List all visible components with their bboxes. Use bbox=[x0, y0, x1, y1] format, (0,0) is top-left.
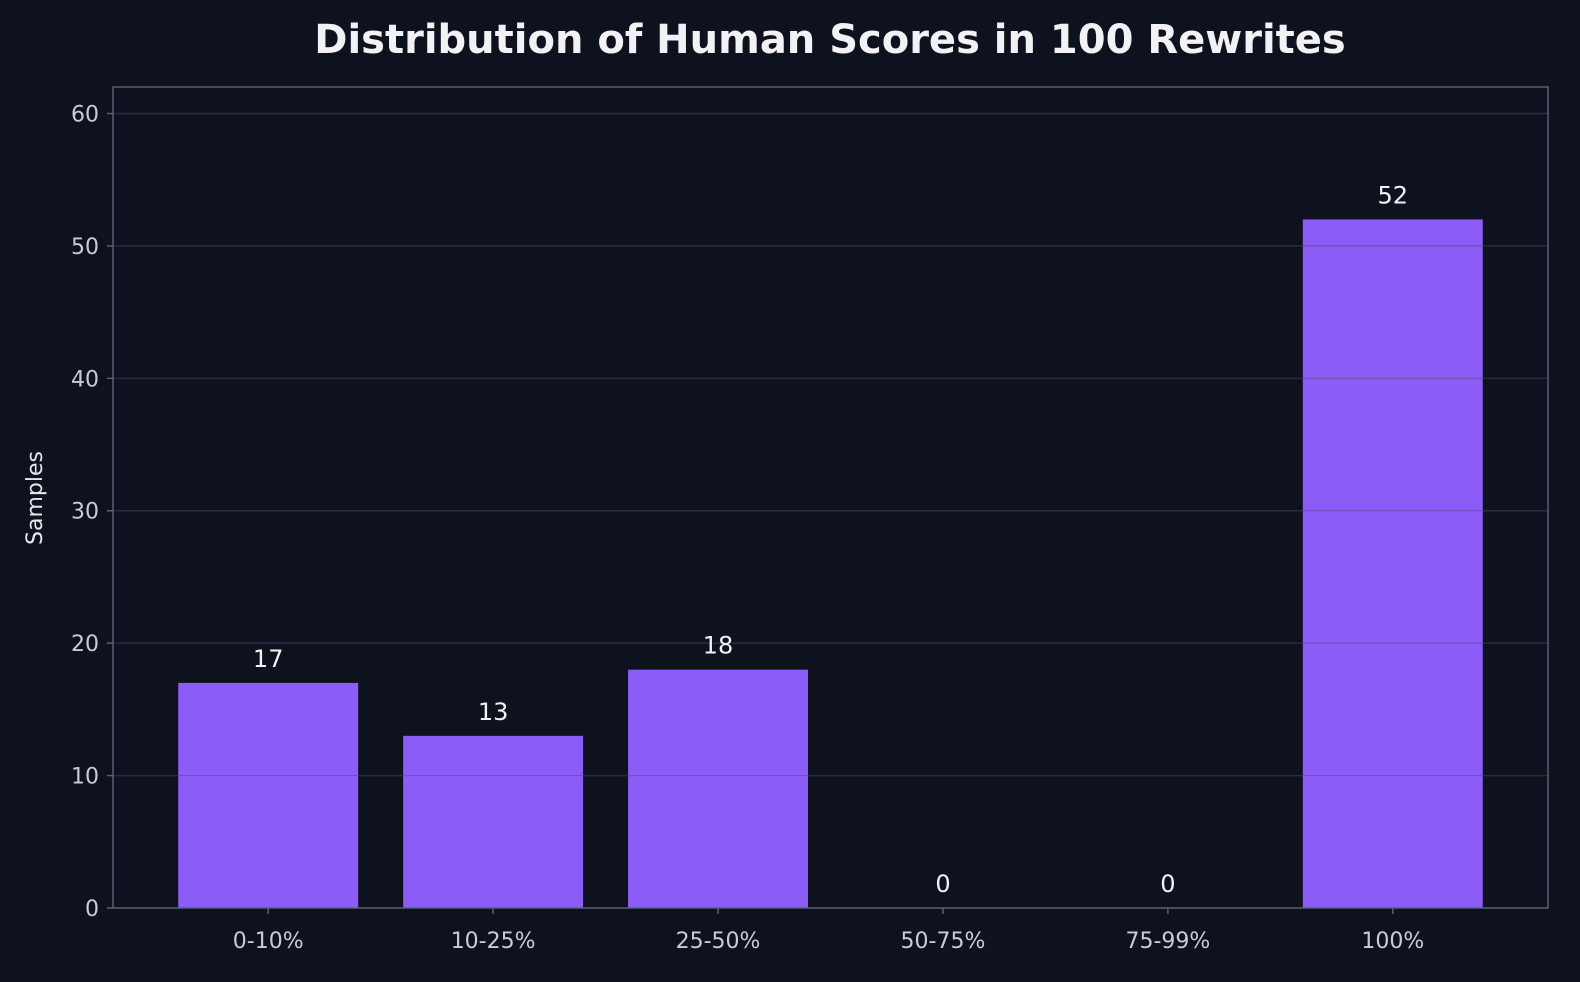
y-tick-label: 60 bbox=[71, 102, 99, 127]
data-label: 52 bbox=[1378, 181, 1409, 209]
bar-0-10% bbox=[178, 682, 359, 908]
data-label: 17 bbox=[253, 645, 284, 673]
data-label: 0 bbox=[935, 870, 950, 898]
x-tick-label: 10-25% bbox=[451, 929, 536, 954]
x-tick-label: 0-10% bbox=[233, 929, 304, 954]
chart-title: Distribution of Human Scores in 100 Rewr… bbox=[314, 17, 1345, 63]
x-tick-label: 25-50% bbox=[676, 929, 761, 954]
y-tick-label: 40 bbox=[71, 367, 99, 392]
bar-100% bbox=[1302, 219, 1483, 908]
x-tick-label: 100% bbox=[1361, 929, 1424, 954]
x-tick-label: 50-75% bbox=[901, 929, 986, 954]
bar-10-25% bbox=[403, 735, 584, 908]
y-axis-label: Samples bbox=[23, 451, 48, 545]
y-tick-label: 30 bbox=[71, 500, 99, 525]
y-tick-label: 20 bbox=[71, 632, 99, 657]
bar-25-50% bbox=[628, 669, 809, 908]
y-tick-label: 50 bbox=[71, 235, 99, 260]
y-tick-label: 0 bbox=[85, 897, 99, 922]
data-label: 18 bbox=[703, 632, 734, 660]
plot-frame bbox=[112, 86, 1549, 909]
data-label: 13 bbox=[478, 698, 509, 726]
data-label: 0 bbox=[1160, 870, 1175, 898]
y-tick-label: 10 bbox=[71, 765, 99, 790]
x-tick-label: 75-99% bbox=[1125, 929, 1210, 954]
